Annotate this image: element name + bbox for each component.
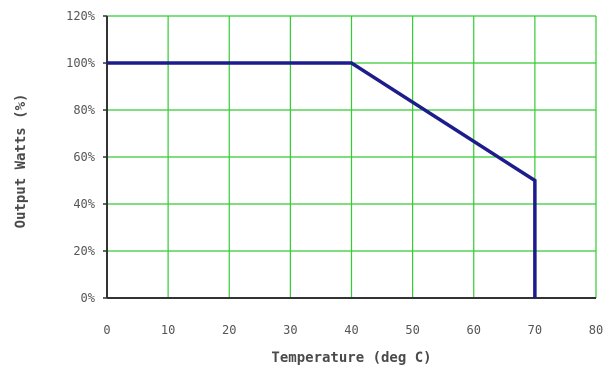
series-line bbox=[107, 61, 537, 298]
x-tick-label: 60 bbox=[467, 323, 481, 337]
y-tick-labels: 0% 20% 40% 60% 80% 100% 120% bbox=[66, 9, 96, 305]
x-tick-label: 20 bbox=[222, 323, 236, 337]
x-tick-label: 70 bbox=[528, 323, 542, 337]
series-point bbox=[106, 62, 108, 64]
y-tick-label: 120% bbox=[66, 9, 96, 23]
y-axis-title: Output Watts (%) bbox=[13, 94, 29, 229]
x-tick-label: 0 bbox=[103, 323, 110, 337]
x-tick-label: 30 bbox=[283, 323, 297, 337]
series-point bbox=[534, 297, 536, 299]
y-tick-label: 100% bbox=[66, 56, 96, 70]
grid-lines bbox=[107, 15, 597, 298]
x-tick-labels: 0 10 20 30 40 50 60 70 80 bbox=[103, 323, 603, 337]
series-layer bbox=[106, 61, 537, 299]
x-tick-label: 40 bbox=[344, 323, 358, 337]
y-tick-label: 0% bbox=[81, 291, 96, 305]
x-tick-label: 50 bbox=[405, 323, 419, 337]
y-tick-label: 40% bbox=[73, 197, 95, 211]
y-tick-label: 20% bbox=[73, 244, 95, 258]
x-tick-label: 10 bbox=[161, 323, 175, 337]
y-tick-label: 60% bbox=[73, 150, 95, 164]
series-point bbox=[534, 180, 536, 181]
x-tick-label: 80 bbox=[589, 323, 603, 337]
series-point bbox=[351, 62, 352, 64]
y-tick-label: 80% bbox=[73, 103, 95, 117]
x-axis-title: Temperature (deg C) bbox=[271, 350, 431, 366]
